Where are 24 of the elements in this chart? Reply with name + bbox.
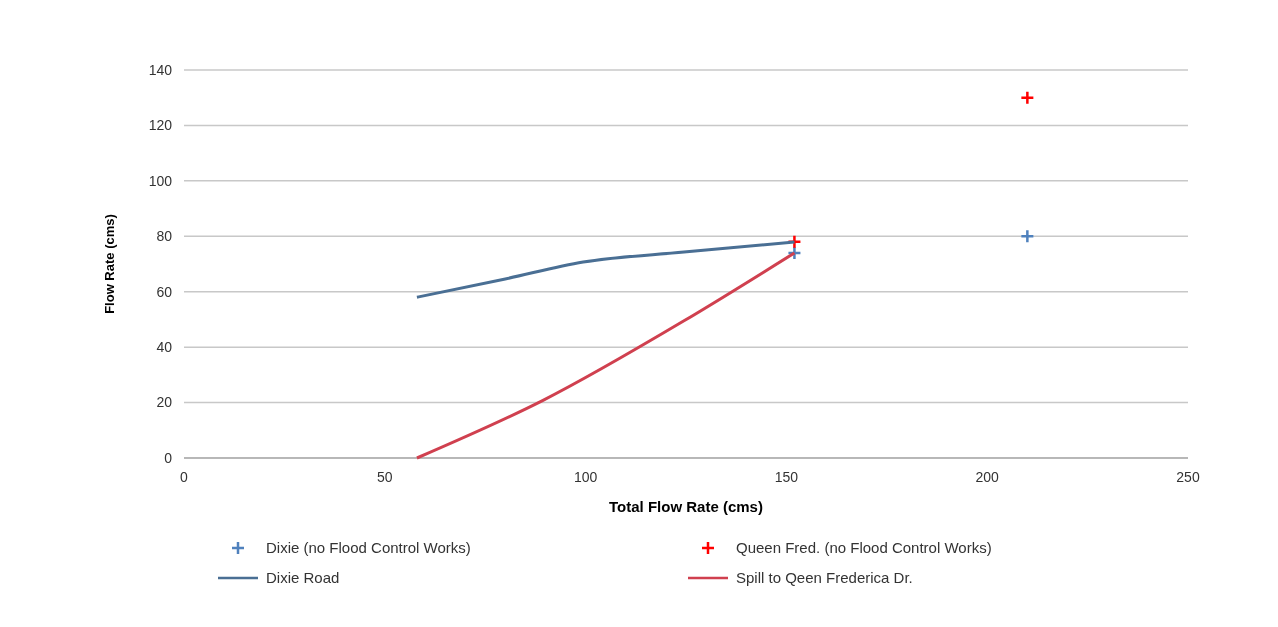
point: [1020, 90, 1035, 105]
x-tick-label: 100: [573, 469, 598, 485]
point: [1020, 229, 1035, 244]
x-tick-label: 50: [377, 469, 393, 485]
legend-label: Spill to Qeen Frederica Dr.: [736, 569, 913, 587]
x-tick-label: 200: [975, 469, 1000, 485]
y-tick-label: 120: [148, 117, 173, 134]
legend-label: Queen Fred. (no Flood Control Works): [736, 539, 992, 557]
y-tick-label: 40: [156, 339, 173, 356]
y-tick-label: 0: [164, 449, 173, 466]
x-tick-label: 150: [774, 469, 799, 485]
y-tick-label: 20: [156, 394, 173, 411]
y-tick-label: 60: [156, 283, 173, 300]
legend-label: Dixie Road: [266, 569, 340, 587]
line-series: [415, 240, 796, 299]
x-tick-label: 0: [180, 469, 189, 485]
legend-label: Dixie (no Flood Control Works): [266, 539, 471, 557]
y-axis-title: Flow Rate (cms): [102, 214, 117, 314]
x-tick-label: 250: [1176, 469, 1200, 485]
x-axis-title: Total Flow Rate (cms): [609, 498, 763, 515]
y-tick-label: 80: [156, 228, 173, 245]
line-series: [415, 251, 796, 460]
y-tick-label: 140: [148, 61, 173, 78]
y-tick-label: 100: [148, 172, 173, 189]
